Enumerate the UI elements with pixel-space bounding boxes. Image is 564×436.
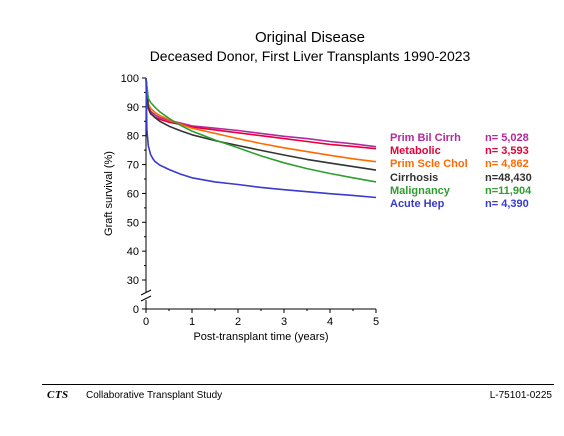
footer-divider xyxy=(42,384,554,385)
x-axis-label: Post-transplant time (years) xyxy=(193,331,328,343)
y-tick-label: 70 xyxy=(127,160,139,172)
series-line xyxy=(145,77,377,199)
x-tick-label: 2 xyxy=(235,316,241,328)
x-tick-label: 4 xyxy=(327,316,333,328)
legend-item: Cirrhosis n=48,430 xyxy=(390,172,560,185)
y-axis-label: Graft survival (%) xyxy=(103,151,115,236)
chart-subtitle: Deceased Donor, First Liver Transplants … xyxy=(149,48,471,64)
legend-item: Prim Scle Chol n= 4,862 xyxy=(390,158,560,171)
series-line xyxy=(145,77,377,150)
x-tick-label: 1 xyxy=(189,316,195,328)
footer-code: L-75101-0225 xyxy=(489,390,552,401)
legend-label: Cirrhosis xyxy=(390,171,439,184)
y-tick-label: 30 xyxy=(127,275,139,287)
y-tick-label: 90 xyxy=(127,102,139,114)
series-line xyxy=(145,77,377,171)
axis-break-mark xyxy=(140,289,152,296)
y-tick-label: 100 xyxy=(121,73,139,85)
y-tick-label: 40 xyxy=(127,246,139,258)
axis-break-mark xyxy=(140,295,152,302)
x-tick-label: 3 xyxy=(281,316,287,328)
legend: Prim Bil Cirrh n= 5,028 Metabolic n= 3,5… xyxy=(390,132,560,211)
series-line xyxy=(145,77,377,163)
legend-count: n= 5,028 xyxy=(485,132,529,144)
legend-label: Prim Scle Chol xyxy=(390,158,468,171)
legend-count: n= 4,862 xyxy=(485,158,529,171)
legend-count: n=11,904 xyxy=(485,184,532,197)
legend-item: Metabolic n= 3,593 xyxy=(390,145,560,158)
legend-count: n= 4,390 xyxy=(485,197,529,210)
y-tick-label: 60 xyxy=(127,188,139,200)
legend-label: Acute Hep xyxy=(390,197,445,210)
legend-label: Prim Bil Cirrh xyxy=(390,132,461,144)
legend-item: Prim Bil Cirrh n= 5,028 xyxy=(390,132,560,145)
x-tick-label: 0 xyxy=(143,316,149,328)
cts-logo: CTS xyxy=(47,389,69,401)
footer-organization: Collaborative Transplant Study xyxy=(86,390,223,401)
y-tick-label: 80 xyxy=(127,131,139,143)
chart-title: Original Disease xyxy=(254,29,366,46)
legend-item: Acute Hep n= 4,390 xyxy=(390,198,560,211)
y-tick-label: 50 xyxy=(127,217,139,229)
series-line xyxy=(145,77,377,148)
legend-label: Metabolic xyxy=(390,145,441,158)
legend-count: n=48,430 xyxy=(485,171,532,184)
legend-item: Malignancy n=11,904 xyxy=(390,185,560,198)
x-tick-label: 5 xyxy=(373,316,379,328)
series-line xyxy=(145,77,377,183)
legend-label: Malignancy xyxy=(390,184,450,197)
y-tick-label: 0 xyxy=(133,304,139,316)
legend-count: n= 3,593 xyxy=(485,145,529,158)
